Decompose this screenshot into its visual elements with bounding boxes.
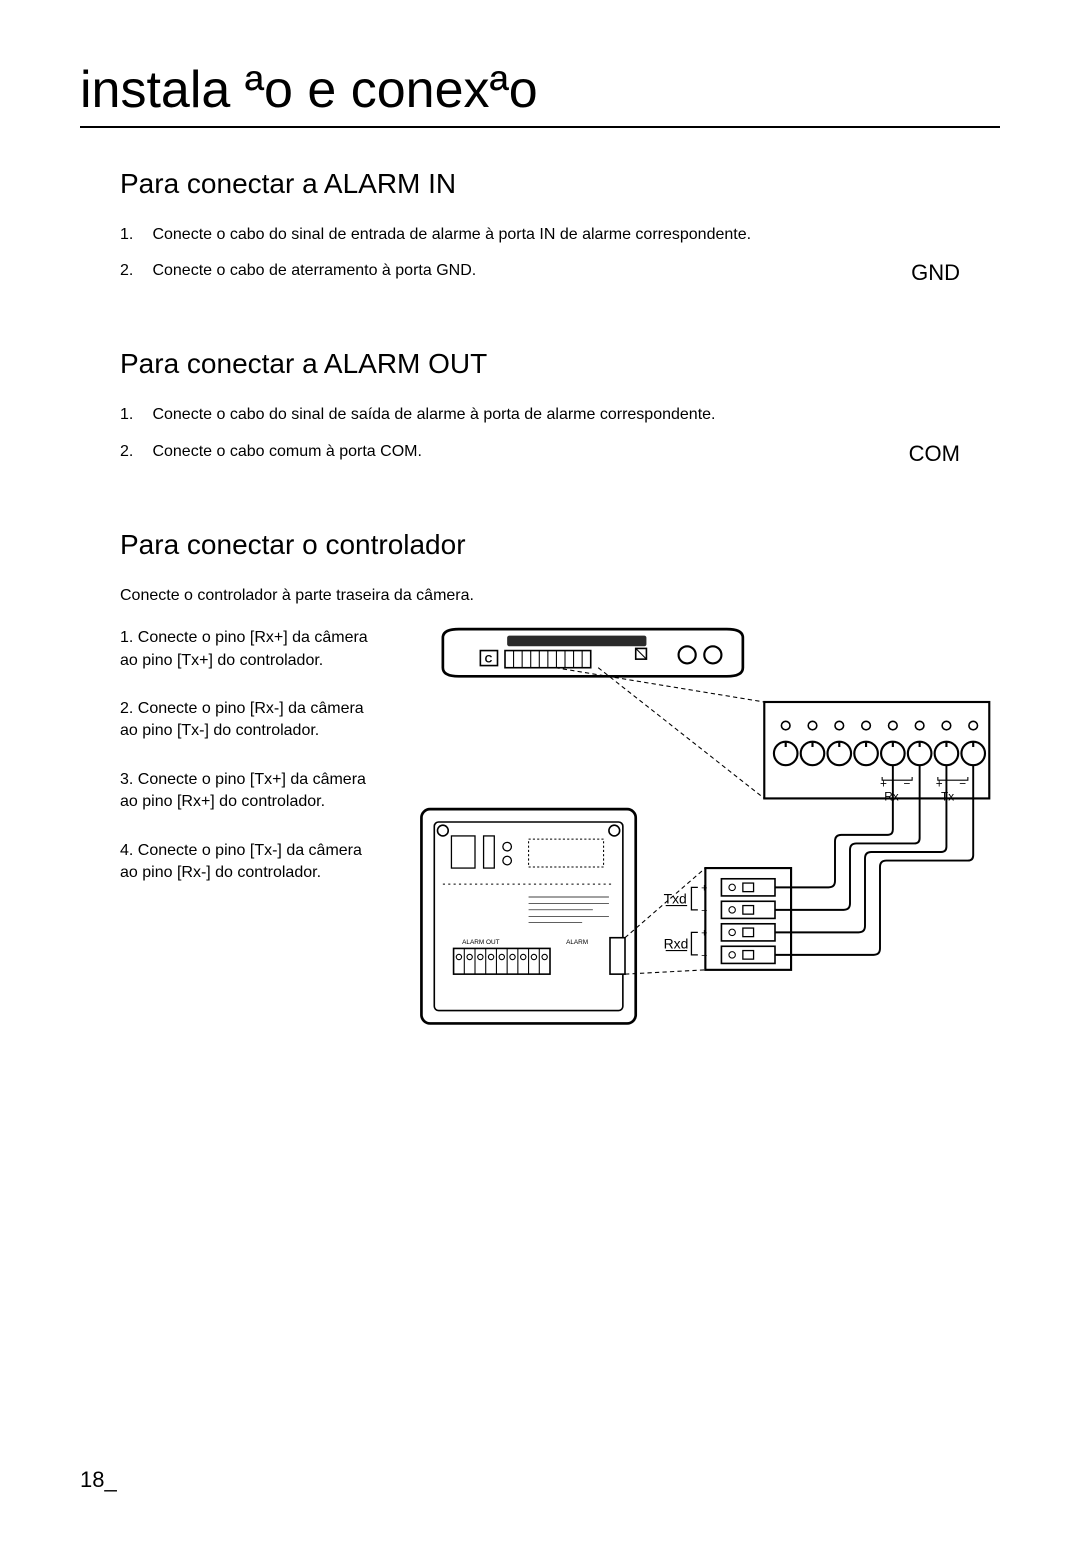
label-plus: +: [880, 778, 887, 791]
heading-alarm-out: Para conectar a ALARM OUT: [120, 348, 1000, 380]
page-title: instala ªo e conexªo: [80, 60, 1000, 128]
list-item: 1. Conecte o cabo do sinal de entrada de…: [120, 224, 1000, 246]
item-text: Conecte o cabo comum à porta COM.: [152, 443, 421, 460]
rotary-switch-panel: + − + − Rx Tx: [764, 702, 989, 804]
svg-text:ALARM OUT: ALARM OUT: [462, 939, 499, 946]
item-text: Conecte o cabo do sinal de saída de alar…: [152, 406, 715, 423]
label-rxd: Rxd: [664, 936, 689, 952]
controller-device-icon: C: [443, 629, 743, 676]
item-number: 1.: [120, 404, 148, 426]
label-minus: −: [904, 778, 911, 791]
item-number: 4.: [120, 842, 133, 859]
item-text: Conecte o pino [Tx+] da câmera ao pino […: [120, 771, 366, 810]
list-item: 2. Conecte o cabo de aterramento à porta…: [120, 260, 1000, 286]
item-number: 1.: [120, 224, 148, 246]
item-number: 2.: [120, 700, 133, 717]
port-label-com: COM: [909, 441, 1000, 467]
camera-body-icon: ALARM OUT ALARM: [421, 809, 635, 1023]
heading-controller: Para conectar o controlador: [120, 529, 1000, 561]
page-number: 18_: [80, 1467, 117, 1493]
svg-text:C: C: [485, 654, 493, 666]
label-minus: −: [701, 905, 707, 917]
list-item: 1. Conecte o cabo do sinal de saída de a…: [120, 404, 1000, 426]
item-text: Conecte o pino [Rx+] da câmera ao pino […: [120, 629, 368, 668]
heading-alarm-in: Para conectar a ALARM IN: [120, 168, 1000, 200]
label-rx: Rx: [884, 791, 898, 804]
label-tx: Tx: [941, 791, 954, 804]
label-minus: −: [701, 950, 707, 962]
label-minus: −: [959, 778, 966, 791]
label-plus: +: [936, 778, 943, 791]
label-txd: Txd: [664, 891, 687, 907]
label-plus: +: [701, 928, 707, 940]
item-number: 3.: [120, 771, 133, 788]
list-item: 2. Conecte o cabo comum à porta COM. COM: [120, 441, 1000, 467]
item-text: Conecte o cabo de aterramento à porta GN…: [152, 262, 476, 279]
item-text: Conecte o cabo do sinal de entrada de al…: [152, 226, 751, 243]
svg-text:ALARM: ALARM: [566, 939, 588, 946]
item-number: 2.: [120, 260, 148, 282]
list-item: 3. Conecte o pino [Tx+] da câmera ao pin…: [120, 769, 380, 814]
wiring-diagram: C: [400, 627, 1000, 1061]
item-text: Conecte o pino [Rx-] da câmera ao pino […: [120, 700, 364, 739]
list-item: 1. Conecte o pino [Rx+] da câmera ao pin…: [120, 627, 380, 672]
item-number: 2.: [120, 441, 148, 463]
port-label-gnd: GND: [911, 260, 1000, 286]
controller-intro: Conecte o controlador à parte traseira d…: [120, 585, 1000, 607]
item-text: Conecte o pino [Tx-] da câmera ao pino […: [120, 842, 362, 881]
list-item: 2. Conecte o pino [Rx-] da câmera ao pin…: [120, 698, 380, 743]
txd-rxd-labels: Txd + − Rxd + −: [664, 883, 708, 962]
item-number: 1.: [120, 629, 133, 646]
label-plus: +: [701, 883, 707, 895]
list-item: 4. Conecte o pino [Tx-] da câmera ao pin…: [120, 840, 380, 885]
